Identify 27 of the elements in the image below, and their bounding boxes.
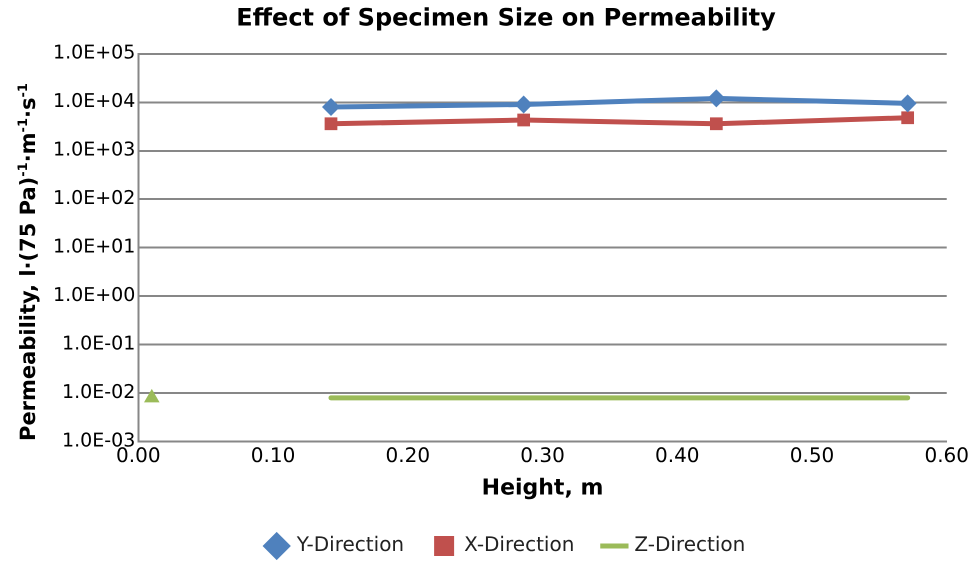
y-tick-label: 1.0E+01 xyxy=(52,236,136,258)
y-tick-label: 1.0E+00 xyxy=(52,284,136,306)
y-tick-label: 1.0E+02 xyxy=(52,187,136,210)
x-tick-label: 0.40 xyxy=(654,442,700,467)
point xyxy=(707,89,726,108)
legend-label: Y-Direction xyxy=(296,532,404,556)
x-tick-label: 0.10 xyxy=(250,442,296,467)
x-axis-title: Height, m xyxy=(482,476,604,501)
point xyxy=(901,111,914,124)
point xyxy=(322,98,340,116)
point xyxy=(517,114,530,126)
legend-label: X-Direction xyxy=(464,532,574,556)
point xyxy=(710,117,723,130)
y-tick-label: 1.0E-01 xyxy=(62,332,136,355)
y-tick-label: 1.0E-02 xyxy=(62,381,136,404)
point xyxy=(898,94,917,112)
point xyxy=(144,388,160,402)
x-tick-label: 0.20 xyxy=(386,442,430,467)
y-tick-label: 1.0E+04 xyxy=(52,90,136,112)
y-tick-label: 1.0E+03 xyxy=(52,138,136,161)
x-tick-label: 0.30 xyxy=(520,442,565,467)
chart-title: Effect of Specimen Size on Permeability xyxy=(236,4,776,32)
x-tick-label: 0.60 xyxy=(924,442,969,467)
legend-label: Z-Direction xyxy=(634,532,746,556)
x-tick-label: 0.50 xyxy=(790,442,834,467)
y-tick-label: 1.0E+05 xyxy=(52,42,136,64)
point xyxy=(324,117,338,130)
